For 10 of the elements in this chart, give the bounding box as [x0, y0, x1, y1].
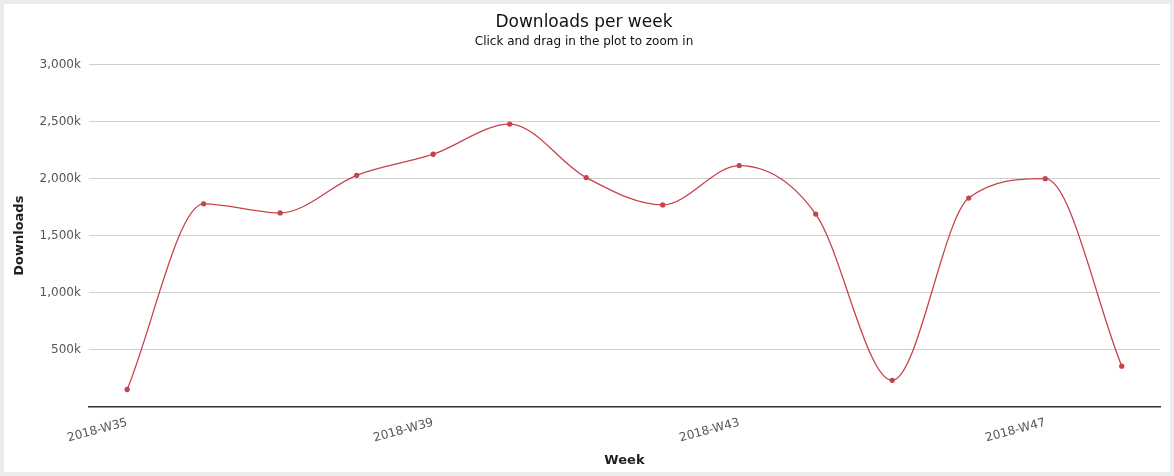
y-tick-label: 1,500k: [39, 227, 81, 242]
chart-subtitle: Click and drag in the plot to zoom in: [474, 33, 694, 48]
y-axis-title: Downloads: [11, 195, 27, 276]
y-tick-label: 1,000k: [39, 284, 81, 299]
y-tick-label: 2,000k: [39, 170, 81, 185]
y-tick-label: 500k: [51, 341, 81, 356]
y-tick-label: 2,500k: [39, 113, 81, 128]
y-tick-label: 3,000k: [39, 56, 81, 71]
x-axis-title: Week: [604, 451, 645, 467]
chart-title: Downloads per week: [495, 10, 673, 31]
